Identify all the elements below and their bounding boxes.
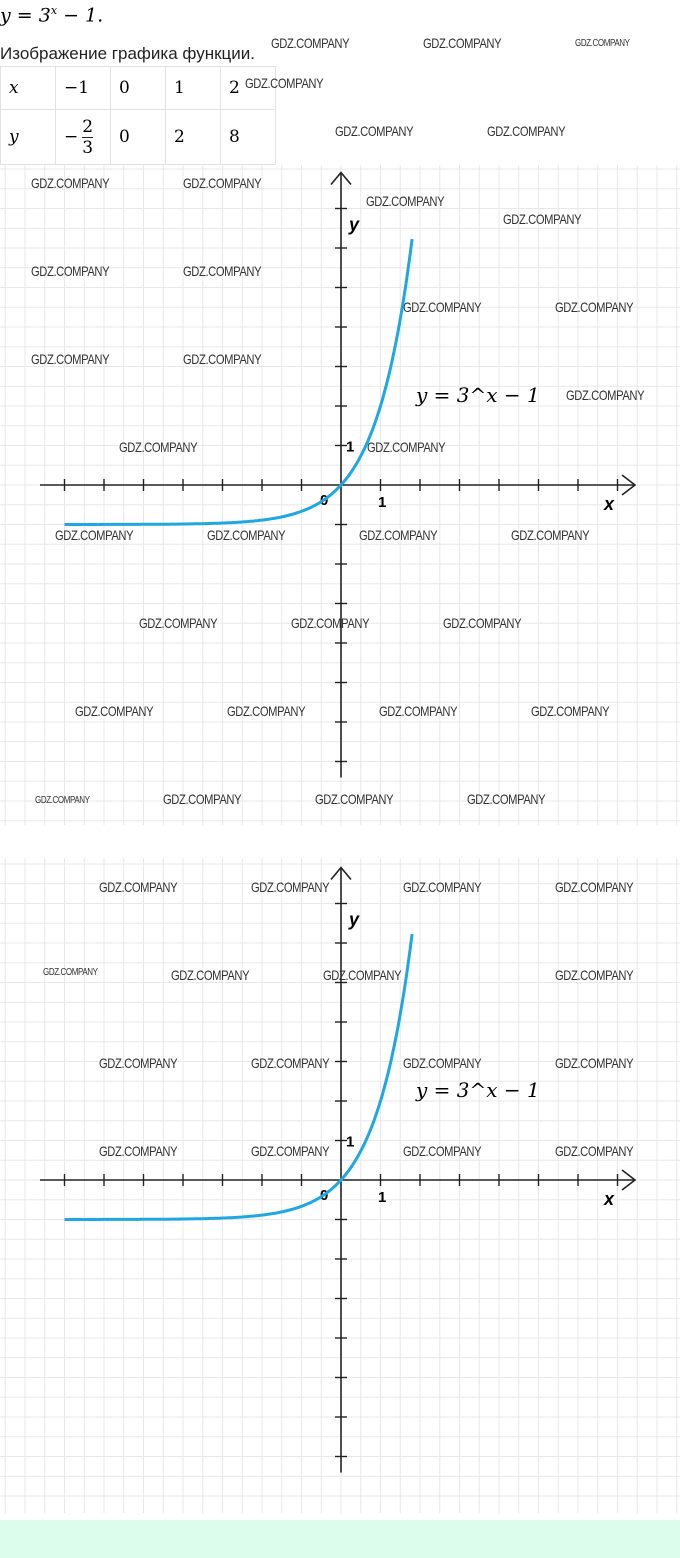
watermark: GDZ.COMPANY bbox=[403, 879, 482, 895]
watermark: GDZ.COMPANY bbox=[99, 1143, 178, 1159]
watermark: GDZ.COMPANY bbox=[315, 791, 394, 807]
y-axis-label: y bbox=[348, 910, 360, 930]
watermark: GDZ.COMPANY bbox=[31, 263, 110, 279]
x-header: x bbox=[0, 66, 56, 110]
y-header: y bbox=[0, 109, 56, 165]
cell: 2 bbox=[165, 109, 221, 165]
watermark: GDZ.COMPANY bbox=[171, 967, 250, 983]
watermark: GDZ.COMPANY bbox=[366, 193, 445, 209]
formula: y = 3x − 1. bbox=[0, 4, 104, 27]
x-axis-label: x bbox=[603, 494, 615, 514]
watermark: GDZ.COMPANY bbox=[31, 175, 110, 191]
watermark: GDZ.COMPANY bbox=[359, 527, 438, 543]
watermark: GDZ.COMPANY bbox=[403, 1055, 482, 1071]
watermark: GDZ.COMPANY bbox=[251, 879, 330, 895]
y-tick-label: 1 bbox=[346, 439, 354, 456]
watermark: GDZ.COMPANY bbox=[245, 75, 324, 91]
watermark: GDZ.COMPANY bbox=[555, 299, 634, 315]
watermark: GDZ.COMPANY bbox=[555, 1143, 634, 1159]
y-axis-arrow bbox=[330, 171, 352, 186]
values-table: x −1 0 1 2 y −2 3 0 2 8 bbox=[0, 66, 276, 165]
cell: 8 bbox=[220, 109, 276, 165]
watermark: GDZ.COMPANY bbox=[511, 527, 590, 543]
cell: 0 bbox=[110, 109, 166, 165]
table-row-y: y −2 3 0 2 8 bbox=[0, 109, 276, 165]
footer-band bbox=[0, 1520, 680, 1558]
watermark: GDZ.COMPANY bbox=[139, 615, 218, 631]
watermark: GDZ.COMPANY bbox=[423, 35, 502, 51]
watermark: GDZ.COMPANY bbox=[35, 795, 90, 806]
watermark: GDZ.COMPANY bbox=[467, 791, 546, 807]
watermark: GDZ.COMPANY bbox=[291, 615, 370, 631]
watermark: GDZ.COMPANY bbox=[555, 1055, 634, 1071]
watermark: GDZ.COMPANY bbox=[566, 387, 645, 403]
cell: 1 bbox=[165, 66, 221, 110]
watermark: GDZ.COMPANY bbox=[503, 211, 582, 227]
x-tick-label: 1 bbox=[378, 494, 386, 511]
function-curve bbox=[64, 933, 414, 1221]
watermark: GDZ.COMPANY bbox=[531, 703, 610, 719]
watermark: GDZ.COMPANY bbox=[251, 1143, 330, 1159]
watermark: GDZ.COMPANY bbox=[487, 123, 566, 139]
watermark: GDZ.COMPANY bbox=[55, 527, 134, 543]
x-axis-label: x bbox=[603, 1189, 615, 1209]
watermark: GDZ.COMPANY bbox=[335, 123, 414, 139]
x-axis-arrow bbox=[621, 474, 637, 496]
x-tick-label: 1 bbox=[378, 1189, 386, 1206]
watermark: GDZ.COMPANY bbox=[119, 439, 198, 455]
watermark: GDZ.COMPANY bbox=[183, 175, 262, 191]
watermark: GDZ.COMPANY bbox=[227, 703, 306, 719]
cell: 2 bbox=[220, 66, 276, 110]
watermark: GDZ.COMPANY bbox=[367, 439, 446, 455]
watermark: GDZ.COMPANY bbox=[555, 879, 634, 895]
cell-fraction: −2 3 bbox=[55, 109, 111, 165]
watermark: GDZ.COMPANY bbox=[575, 38, 630, 49]
watermark: GDZ.COMPANY bbox=[403, 1143, 482, 1159]
watermark: GDZ.COMPANY bbox=[403, 299, 482, 315]
watermark: GDZ.COMPANY bbox=[443, 615, 522, 631]
cell: −1 bbox=[55, 66, 111, 110]
watermark: GDZ.COMPANY bbox=[163, 791, 242, 807]
caption: Изображение графика функции. bbox=[0, 44, 255, 63]
watermark: GDZ.COMPANY bbox=[555, 967, 634, 983]
table-row-x: x −1 0 1 2 bbox=[0, 66, 276, 110]
watermark: GDZ.COMPANY bbox=[323, 967, 402, 983]
watermark: GDZ.COMPANY bbox=[379, 703, 458, 719]
watermark: GDZ.COMPANY bbox=[99, 879, 178, 895]
watermark: GDZ.COMPANY bbox=[31, 351, 110, 367]
watermark: GDZ.COMPANY bbox=[207, 527, 286, 543]
function-curve bbox=[64, 238, 414, 526]
y-tick-label: 1 bbox=[346, 1134, 354, 1151]
curve-label: y = 3^x − 1 bbox=[415, 1078, 540, 1102]
watermark: GDZ.COMPANY bbox=[251, 1055, 330, 1071]
watermark: GDZ.COMPANY bbox=[271, 35, 350, 51]
curve-label: y = 3^x − 1 bbox=[415, 383, 540, 407]
watermark: GDZ.COMPANY bbox=[99, 1055, 178, 1071]
x-axis-arrow bbox=[621, 1169, 637, 1191]
cell: 0 bbox=[110, 66, 166, 110]
watermark: GDZ.COMPANY bbox=[183, 351, 262, 367]
watermark: GDZ.COMPANY bbox=[75, 703, 154, 719]
y-axis-arrow bbox=[330, 866, 352, 881]
watermark: GDZ.COMPANY bbox=[43, 967, 98, 978]
y-axis-label: y bbox=[348, 215, 360, 235]
watermark: GDZ.COMPANY bbox=[183, 263, 262, 279]
